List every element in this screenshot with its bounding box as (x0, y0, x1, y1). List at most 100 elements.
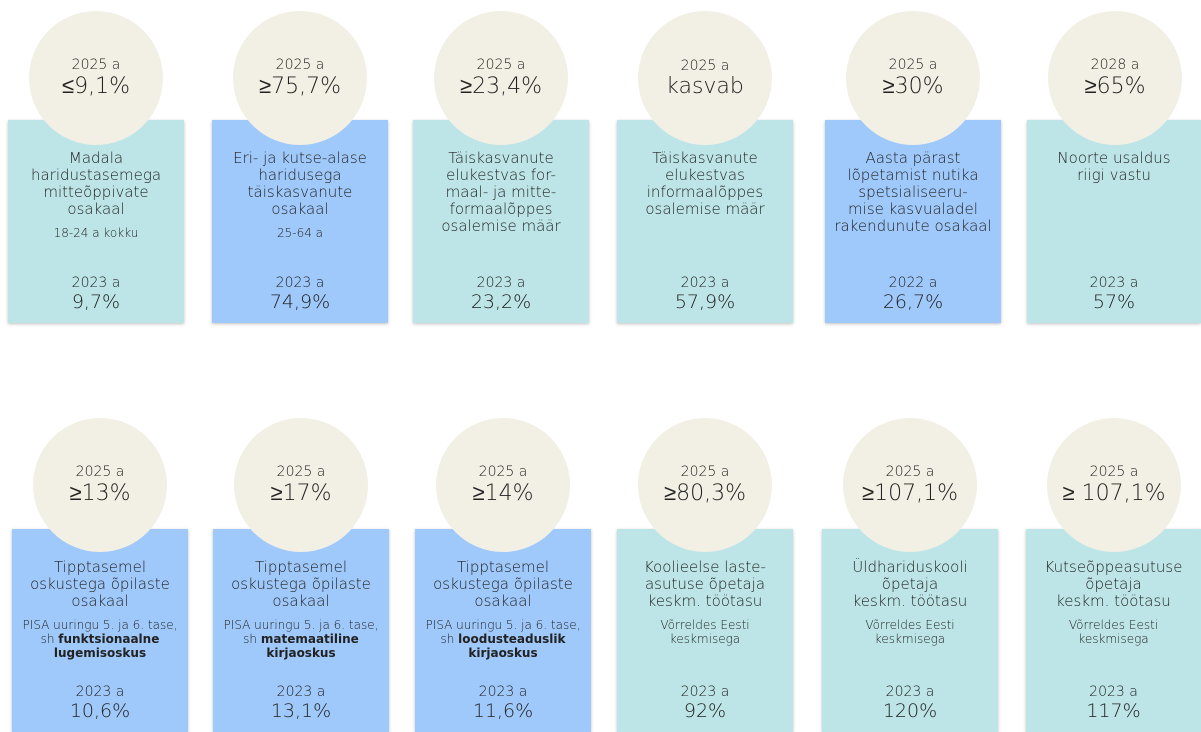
target-value: ≥107,1% (862, 481, 958, 506)
indicator-card: Eri- ja kutse-alase haridusega täiskasvanu… (212, 120, 388, 323)
note-bold-text: funktsionaalne (58, 632, 160, 646)
base-value: 9,7% (71, 291, 121, 313)
note-text: 18-24 a kokku (53, 226, 139, 240)
title-line: asutuse õpetaja (644, 575, 766, 593)
title-line: mitteõppivate (43, 183, 149, 201)
indicator-note: Võrreldes Eesti keskmisega (660, 618, 749, 646)
title-line: oskustega õpilaste (231, 575, 371, 593)
target-value: ≥17% (270, 481, 332, 506)
target-value: ≥23,4% (460, 74, 542, 99)
target-value: ≥30% (882, 74, 944, 99)
indicator-title: Madala haridustasemega mitteõppivate osakaa… (31, 150, 161, 218)
target-circle: 2025 a ≥107,1% (843, 418, 977, 552)
target-circle: 2025 a ≥13% (33, 418, 167, 552)
indicator-card: Tipptasemel oskustega õpilaste osakaal PISA… (213, 529, 389, 732)
note-text: PISA uuringu 5. ja 6. tase, (425, 618, 581, 632)
indicator-card: Üldhariduskooli õpetaja keskm. töötasu Võrr… (822, 529, 998, 732)
title-line: elukestvas (665, 166, 745, 184)
title-line: osalemise määr (645, 200, 765, 218)
target-circle: 2028 a ≥65% (1048, 11, 1182, 145)
target-circle: 2025 a ≥30% (846, 11, 980, 145)
baseline: 2023 a 13,1% (271, 684, 331, 722)
base-value: 13,1% (270, 700, 332, 722)
target-value: ≤9,1% (62, 74, 130, 99)
note-text: Võrreldes Eesti (865, 618, 955, 632)
target-circle: 2025 a ≥ 107,1% (1047, 418, 1181, 552)
target-year: 2025 a (275, 57, 325, 73)
target-value: ≥13% (69, 481, 131, 506)
title-line: keskm. töötasu (1056, 592, 1171, 610)
base-year: 2023 a (1089, 275, 1139, 291)
title-line: elukestvas for- (446, 166, 556, 184)
note-text: sh (40, 632, 55, 646)
indicator-note: PISA uuringu 5. ja 6. tase, sh funktsiona… (23, 618, 178, 660)
base-value: 74,9% (269, 291, 331, 313)
title-line: lõpetamist nutika (847, 166, 979, 184)
indicator-card: Tipptasemel oskustega õpilaste osakaal PISA… (12, 529, 188, 732)
target-year: 2025 a (75, 464, 125, 480)
indicator-card: Aasta pärast lõpetamist nutika spetsialise… (825, 120, 1001, 323)
note-text: keskmisega (874, 632, 946, 646)
title-line: riigi vastu (1077, 166, 1151, 184)
base-year: 2023 a (71, 275, 121, 291)
target-circle: 2025 a ≥80,3% (638, 418, 772, 552)
base-year: 2023 a (680, 275, 730, 291)
note-bold-text: lugemisoskus (53, 646, 147, 660)
indicator-title: Tipptasemel oskustega õpilaste osakaal (30, 559, 170, 610)
title-line: rakendunute osakaal (834, 217, 992, 235)
indicator-title: Täiskasvanute elukestvas for-maal- ja mit… (441, 150, 560, 235)
title-line: Eri- ja kutse-alase (233, 149, 367, 167)
title-line: Noorte usaldus (1057, 149, 1171, 167)
target-circle: 2025 a kasvab (638, 11, 772, 145)
target-circle: 2025 a ≥14% (436, 418, 570, 552)
title-line: mise kasvualadel (848, 200, 978, 218)
target-year: 2025 a (888, 57, 938, 73)
note-bold-text: kirjaoskus (266, 646, 336, 660)
indicator-title: Koolieelse laste-asutuse õpetaja keskm. t… (644, 559, 766, 610)
note-bold-text: matemaatiline (260, 632, 359, 646)
title-line: oskustega õpilaste (433, 575, 573, 593)
title-line: Madala (68, 149, 124, 167)
indicator-note: Võrreldes Eesti keskmisega (1069, 618, 1158, 646)
title-line: osakaal (271, 200, 329, 218)
base-year: 2023 a (885, 684, 935, 700)
title-line: Tipptasemel (53, 558, 147, 576)
target-year: 2025 a (680, 464, 730, 480)
target-year: 2025 a (1089, 464, 1139, 480)
title-line: õpetaja (881, 575, 939, 593)
target-value: kasvab (666, 73, 744, 99)
title-line: Tipptasemel (456, 558, 550, 576)
note-bold-text: loodusteaduslik (458, 632, 566, 646)
indicator-note: PISA uuringu 5. ja 6. tase, sh loodustead… (426, 618, 581, 660)
indicator-card: Koolieelse laste-asutuse õpetaja keskm. t… (617, 529, 793, 732)
title-line: Täiskasvanute (448, 149, 554, 167)
baseline: 2023 a 120% (883, 684, 937, 722)
indicator-title: Noorte usaldus riigi vastu (1057, 150, 1170, 184)
title-line: Koolieelse laste- (644, 558, 766, 576)
base-value: 57,9% (674, 291, 736, 313)
target-value: ≥14% (472, 481, 534, 506)
note-text: keskmisega (1078, 632, 1149, 646)
note-text: PISA uuringu 5. ja 6. tase, (223, 618, 379, 632)
base-value: 10,6% (69, 700, 131, 722)
indicator-card: Tipptasemel oskustega õpilaste osakaal PISA… (415, 529, 591, 732)
base-value: 117% (1086, 700, 1141, 722)
baseline: 2022 a 26,7% (883, 275, 943, 313)
base-value: 23,2% (470, 291, 532, 313)
base-value: 26,7% (882, 291, 944, 313)
base-year: 2023 a (75, 684, 125, 700)
title-line: spetsialiseeru- (858, 183, 968, 201)
note-bold: funktsionaalne lugemisoskus (54, 632, 159, 660)
indicator-note: PISA uuringu 5. ja 6. tase, sh matemaatil… (224, 618, 379, 660)
title-line: Kutseõppeasutuse (1044, 558, 1183, 576)
baseline: 2023 a 23,2% (471, 275, 531, 313)
target-circle: 2025 a ≥17% (234, 418, 368, 552)
target-year: 2028 a (1090, 57, 1140, 73)
indicator-title: Kutseõppeasutuse õpetaja keskm. töötasu (1045, 559, 1183, 610)
note-text: 25-64 a (276, 226, 324, 240)
title-line: õpetaja (1085, 575, 1142, 593)
title-line: osakaal (474, 592, 532, 610)
indicator-card: Täiskasvanute elukestvas for-maal- ja mit… (413, 120, 589, 323)
indicator-note: Võrreldes Eesti keskmisega (865, 618, 954, 646)
indicator-note: 18-24 a kokku (54, 226, 139, 240)
